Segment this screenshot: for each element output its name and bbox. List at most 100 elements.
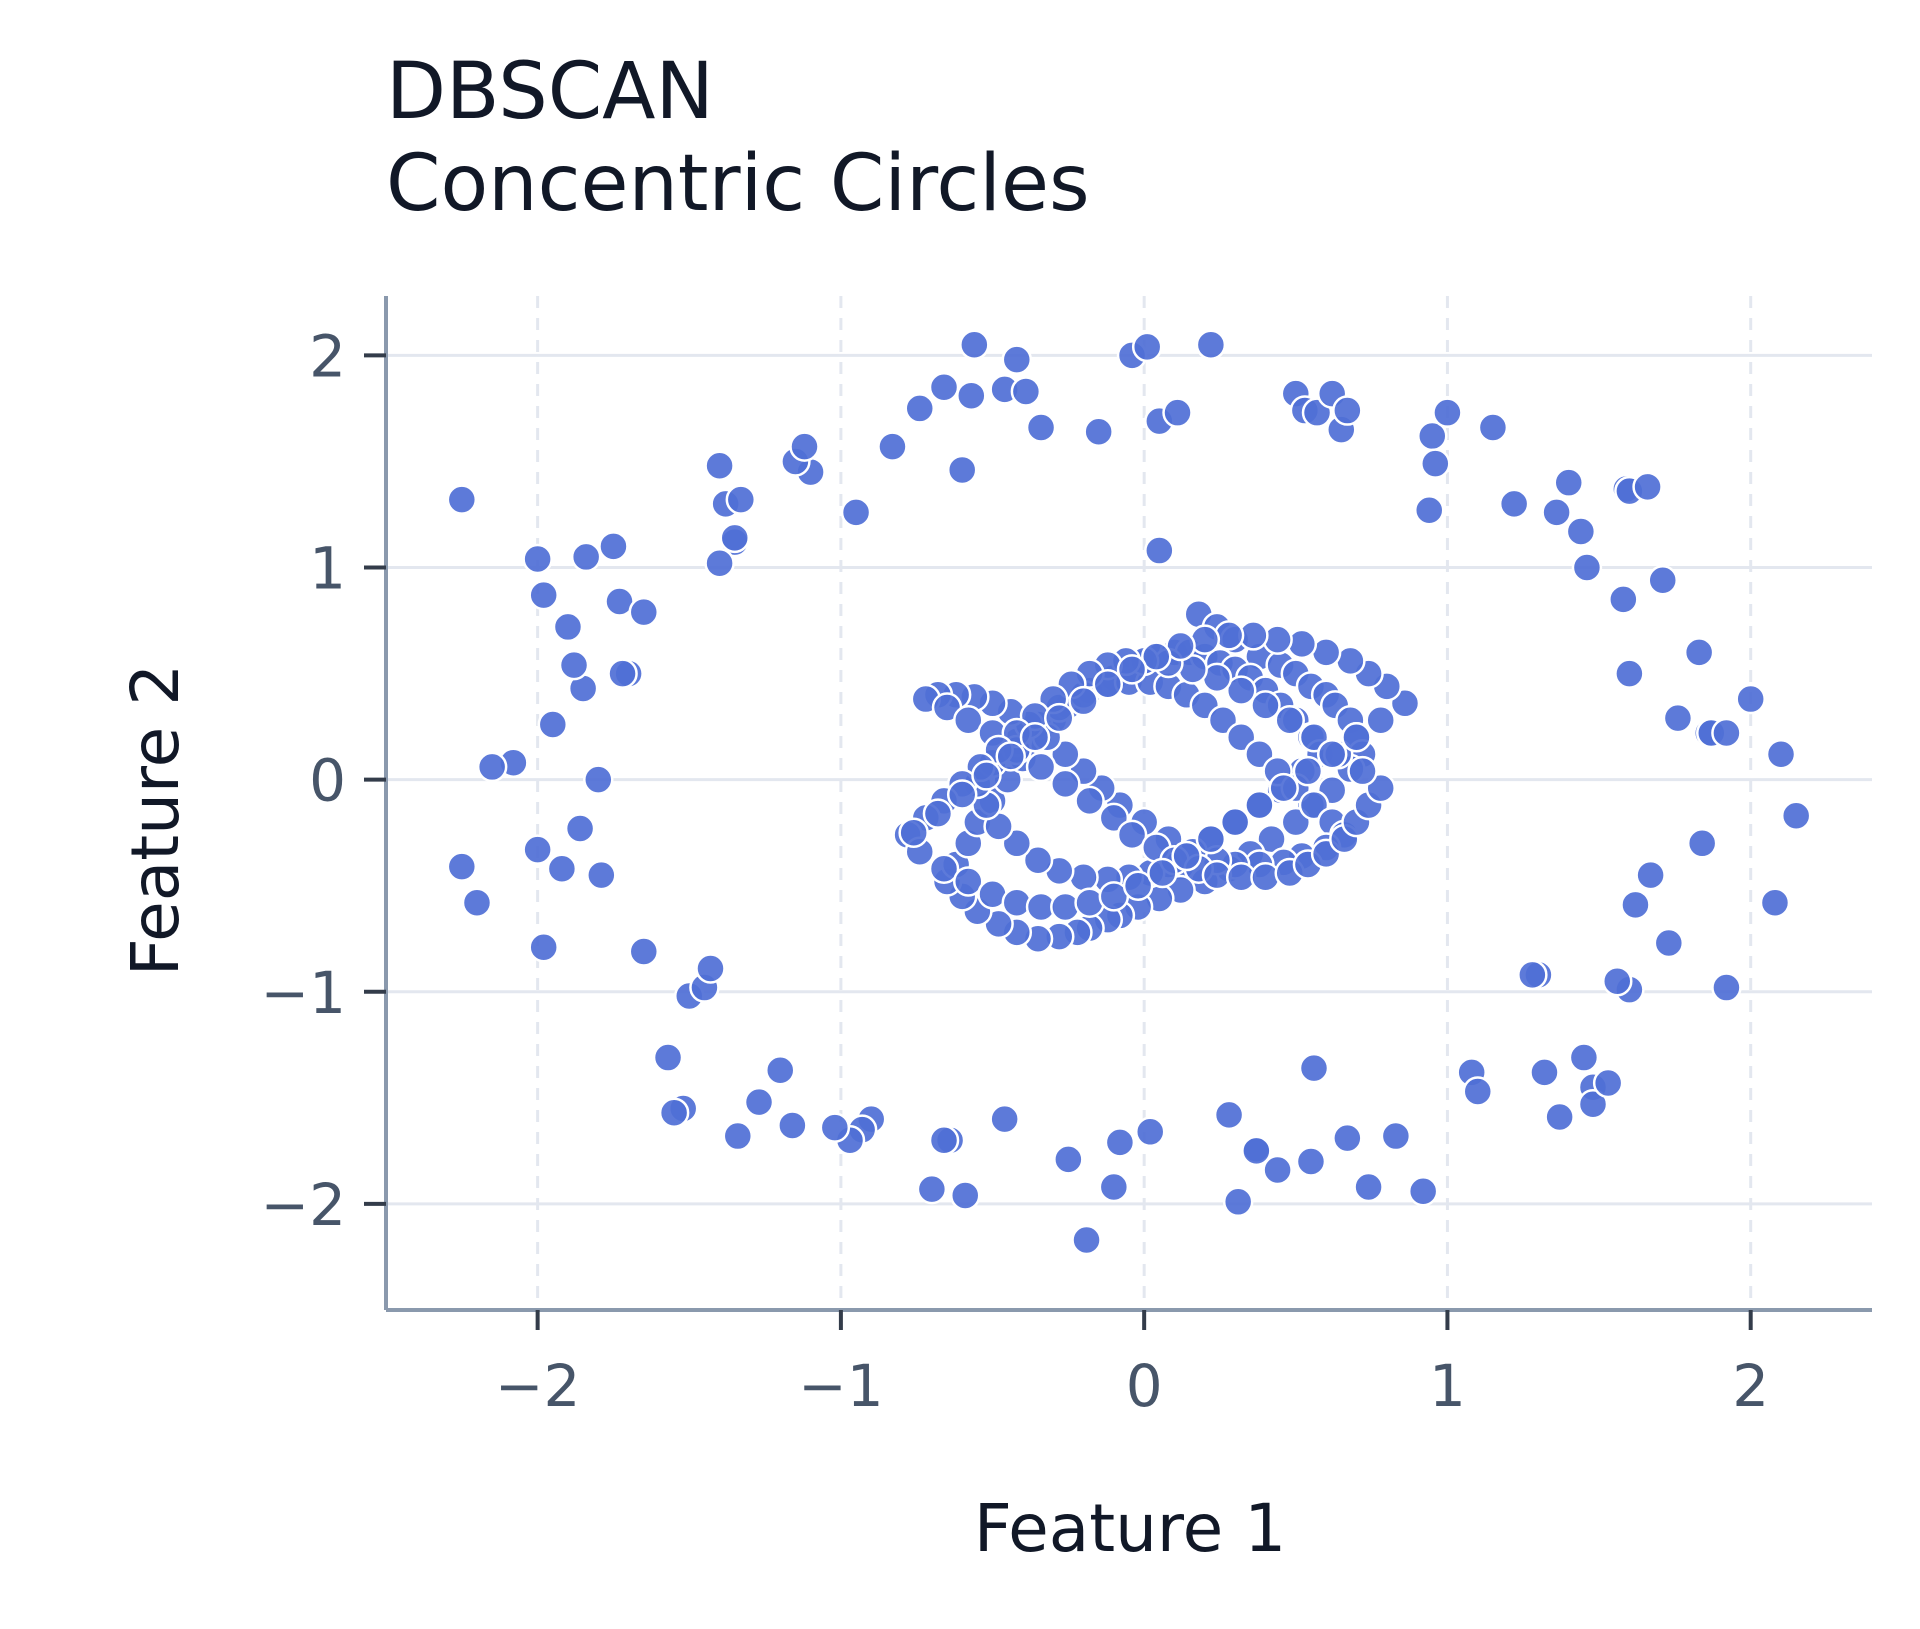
scatter-point	[1043, 702, 1075, 734]
scatter-point	[949, 1180, 981, 1211]
scatter-point	[1432, 397, 1463, 428]
scatter-point	[570, 541, 602, 573]
scatter-point	[1711, 717, 1742, 749]
y-tick-label: 0	[309, 747, 346, 815]
scatter-point	[1225, 675, 1257, 706]
scatter-point	[1274, 705, 1305, 736]
scatter-point	[1195, 823, 1227, 855]
scatter-point	[719, 522, 751, 554]
scatter-point	[725, 484, 757, 515]
scatter-point	[1241, 1135, 1272, 1167]
scatter-point	[1365, 705, 1396, 736]
scatter-point	[583, 764, 614, 795]
scatter-point	[877, 431, 908, 462]
scatter-point	[1104, 1127, 1136, 1158]
scatter-point	[1025, 412, 1057, 443]
scatter-point	[1053, 1144, 1084, 1175]
scatter-point	[1553, 467, 1584, 498]
scatter-point	[1565, 516, 1597, 547]
scatter-point	[586, 859, 617, 891]
scatter-point	[704, 450, 735, 481]
scatter-point	[1653, 927, 1685, 959]
scatter-point	[1332, 1122, 1363, 1154]
scatter-point	[1222, 1186, 1254, 1218]
y-tick-label: 1	[309, 535, 346, 603]
scatter-point	[764, 1055, 796, 1086]
scatter-point	[1116, 654, 1148, 685]
scatter-point	[1577, 1088, 1609, 1120]
scatter-point	[959, 329, 990, 361]
scatter-point	[953, 866, 984, 897]
scatter-point	[971, 760, 1002, 791]
scatter-point	[1010, 376, 1042, 407]
scatter-point	[1353, 1171, 1384, 1203]
scatter-point	[928, 371, 960, 403]
scatter-point	[1022, 845, 1054, 876]
scatter-point	[1686, 828, 1718, 859]
scatter-point	[1413, 495, 1445, 526]
scatter-point	[476, 751, 508, 783]
scatter-point	[1256, 823, 1287, 855]
scatter-point	[598, 531, 629, 562]
scatter-point	[1162, 397, 1193, 428]
scatter-point	[537, 709, 569, 740]
scatter-point	[628, 936, 660, 967]
scatter-point	[1614, 658, 1645, 689]
y-tick-label: −1	[261, 959, 347, 1027]
scatter-point	[1735, 683, 1766, 715]
scatter-point	[528, 932, 559, 963]
scatter-point	[1134, 1116, 1166, 1148]
scatter-point	[1019, 721, 1051, 753]
scatter-point	[1662, 702, 1694, 734]
scatter-point	[1083, 416, 1114, 448]
scatter-point	[1711, 972, 1742, 1003]
scatter-point	[652, 1042, 684, 1073]
scatter-point	[1571, 552, 1603, 583]
scatter-point	[1529, 1057, 1560, 1088]
scatter-point	[1759, 887, 1791, 918]
scatter-point	[446, 851, 478, 882]
scatter-point	[1592, 1067, 1624, 1099]
scatter-point	[564, 813, 596, 844]
x-tick-label: 1	[1429, 1352, 1466, 1420]
scatter-point	[1219, 806, 1251, 838]
scatter-point	[928, 1125, 960, 1156]
scatter-point	[777, 1110, 808, 1141]
scatter-point	[1116, 819, 1148, 851]
scatter-point	[446, 484, 478, 515]
scatter-point	[1298, 1052, 1330, 1084]
scatter-point	[946, 779, 978, 810]
chart-title-block: DBSCAN Concentric Circles	[386, 46, 1090, 230]
scatter-point	[1071, 1224, 1102, 1256]
scatter-point	[1477, 412, 1509, 443]
scatter-point	[916, 1173, 948, 1205]
scatter-point	[1462, 1076, 1494, 1107]
scatter-point	[789, 431, 820, 462]
scatter-point	[1195, 329, 1227, 361]
scatter-point	[1407, 1175, 1439, 1207]
data-points	[446, 329, 1812, 1256]
scatter-point	[1025, 751, 1057, 783]
scatter-point	[1068, 685, 1099, 717]
scatter-point	[1620, 889, 1651, 921]
scatter-point	[1632, 471, 1663, 503]
scatter-point	[528, 579, 559, 611]
scatter-point	[1765, 738, 1797, 770]
scatter-point	[1092, 668, 1124, 700]
scatter-point	[1544, 1101, 1575, 1133]
scatter-point	[898, 817, 929, 848]
scatter-point	[558, 649, 590, 681]
y-axis-label: Feature 2	[117, 664, 194, 976]
scatter-point	[1316, 738, 1348, 770]
scatter-point	[1380, 1120, 1412, 1152]
scatter-point	[1074, 785, 1105, 817]
scatter-point	[1262, 1154, 1293, 1186]
chart-subtitle: Concentric Circles	[386, 139, 1090, 229]
y-tick-label: 2	[309, 322, 346, 390]
scatter-point	[1213, 1099, 1245, 1131]
scatter-point	[1635, 859, 1666, 891]
scatter-point	[1131, 331, 1163, 363]
scatter-point	[1347, 755, 1378, 787]
scatter-point	[1171, 840, 1202, 872]
